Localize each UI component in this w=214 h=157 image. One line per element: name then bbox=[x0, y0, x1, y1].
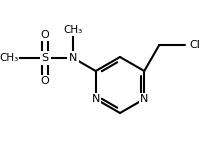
Text: S: S bbox=[42, 53, 49, 63]
Text: N: N bbox=[92, 94, 100, 104]
Text: O: O bbox=[41, 30, 50, 40]
Text: N: N bbox=[69, 53, 77, 63]
Text: N: N bbox=[140, 94, 149, 104]
Text: CH₃: CH₃ bbox=[64, 25, 83, 35]
Text: CH₃: CH₃ bbox=[0, 53, 18, 63]
Text: O: O bbox=[41, 76, 50, 86]
Text: Cl: Cl bbox=[189, 40, 200, 50]
